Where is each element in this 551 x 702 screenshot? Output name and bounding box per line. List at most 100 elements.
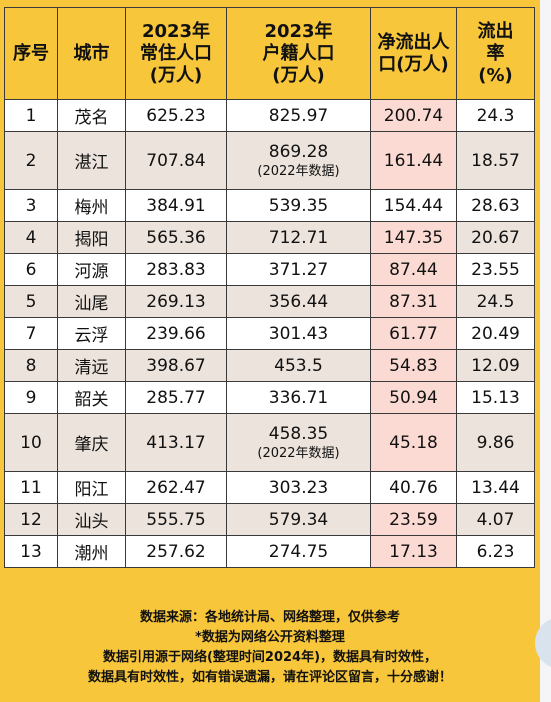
cell-hukou-pop: 303.23 bbox=[226, 471, 371, 504]
cell-seq: 12 bbox=[4, 503, 58, 536]
cell-out-rate: 24.5 bbox=[456, 285, 535, 318]
cell-city: 阳江 bbox=[57, 471, 126, 504]
footer-note: *数据为网络公开资料整理 bbox=[195, 630, 345, 645]
cell-seq: 8 bbox=[4, 349, 58, 382]
cell-city: 汕尾 bbox=[57, 285, 126, 318]
footer-citation: 数据引用源于网络(整理时间2024年)，数据具有时效性， bbox=[102, 650, 438, 665]
cell-net-out: 61.77 bbox=[370, 317, 457, 350]
cell-seq: 7 bbox=[4, 317, 58, 350]
population-table: 序号 城市 2023年常住人口(万人) 2023年户籍人口(万人) 净流出人口(… bbox=[4, 7, 535, 568]
cell-net-out: 17.13 bbox=[370, 535, 457, 568]
cell-seq: 11 bbox=[4, 471, 58, 504]
cell-perm-pop: 398.67 bbox=[125, 349, 227, 382]
cell-out-rate: 20.67 bbox=[456, 221, 535, 254]
cell-city: 揭阳 bbox=[57, 221, 126, 254]
cell-hukou-pop: 453.5 bbox=[226, 349, 371, 382]
cell-perm-pop: 555.75 bbox=[125, 503, 227, 536]
table-row: 5 汕尾 269.13 356.44 87.31 24.5 bbox=[4, 285, 535, 318]
cell-out-rate: 24.3 bbox=[456, 99, 535, 132]
header-out-rate: 流出率(%) bbox=[456, 7, 535, 100]
cell-seq: 9 bbox=[4, 381, 58, 414]
cell-perm-pop: 269.13 bbox=[125, 285, 227, 318]
table-row: 4 揭阳 565.36 712.71 147.35 20.67 bbox=[4, 221, 535, 254]
cell-out-rate: 18.57 bbox=[456, 131, 535, 190]
header-seq: 序号 bbox=[4, 7, 58, 100]
cell-city: 茂名 bbox=[57, 99, 126, 132]
footer-notes: 数据来源：各地统计局、网络整理，仅供参考 *数据为网络公开资料整理 数据引用源于… bbox=[8, 608, 532, 688]
cell-seq: 13 bbox=[4, 535, 58, 568]
cell-seq: 6 bbox=[4, 253, 58, 286]
table-row: 2 湛江 707.84 869.28 (2022年数据) 161.44 18.57 bbox=[4, 131, 535, 190]
cell-seq: 3 bbox=[4, 189, 58, 222]
cell-out-rate: 9.86 bbox=[456, 413, 535, 472]
table-body: 1 茂名 625.23 825.97 200.74 24.3 2 湛江 707.84 869.28… bbox=[4, 99, 535, 568]
cell-out-rate: 15.13 bbox=[456, 381, 535, 414]
cell-hukou-pop: 458.35 (2022年数据) bbox=[226, 413, 371, 472]
table-row: 7 云浮 239.66 301.43 61.77 20.49 bbox=[4, 317, 535, 350]
cell-net-out: 147.35 bbox=[370, 221, 457, 254]
cell-hukou-pop: 371.27 bbox=[226, 253, 371, 286]
cell-city: 河源 bbox=[57, 253, 126, 286]
cell-hukou-pop: 869.28 (2022年数据) bbox=[226, 131, 371, 190]
cell-hukou-note: (2022年数据) bbox=[257, 163, 340, 179]
cell-out-rate: 28.63 bbox=[456, 189, 535, 222]
table-row: 6 河源 283.83 371.27 87.44 23.55 bbox=[4, 253, 535, 286]
cell-out-rate: 23.55 bbox=[456, 253, 535, 286]
cell-net-out: 50.94 bbox=[370, 381, 457, 414]
cell-net-out: 40.76 bbox=[370, 471, 457, 504]
cell-perm-pop: 262.47 bbox=[125, 471, 227, 504]
cell-city: 韶关 bbox=[57, 381, 126, 414]
table-row: 13 潮州 257.62 274.75 17.13 6.23 bbox=[4, 535, 535, 568]
cell-out-rate: 4.07 bbox=[456, 503, 535, 536]
cell-hukou-pop: 274.75 bbox=[226, 535, 371, 568]
cell-hukou-pop: 579.34 bbox=[226, 503, 371, 536]
cell-seq: 4 bbox=[4, 221, 58, 254]
cell-net-out: 45.18 bbox=[370, 413, 457, 472]
cell-hukou-pop: 336.71 bbox=[226, 381, 371, 414]
table-row: 10 肇庆 413.17 458.35 (2022年数据) 45.18 9.86 bbox=[4, 413, 535, 472]
cell-seq: 10 bbox=[4, 413, 58, 472]
cell-hukou-note: (2022年数据) bbox=[257, 445, 340, 461]
cell-hukou-pop: 301.43 bbox=[226, 317, 371, 350]
footer-source: 数据来源：各地统计局、网络整理，仅供参考 bbox=[139, 610, 400, 625]
cell-city: 潮州 bbox=[57, 535, 126, 568]
cell-perm-pop: 707.84 bbox=[125, 131, 227, 190]
header-hukou-pop: 2023年户籍人口(万人) bbox=[226, 7, 371, 100]
table-row: 3 梅州 384.91 539.35 154.44 28.63 bbox=[4, 189, 535, 222]
table-row: 8 清远 398.67 453.5 54.83 12.09 bbox=[4, 349, 535, 382]
footer-disclaimer: 数据具有时效性，如有错误遗漏，请在评论区留言，十分感谢！ bbox=[87, 670, 452, 685]
cell-city: 汕头 bbox=[57, 503, 126, 536]
table-row: 12 汕头 555.75 579.34 23.59 4.07 bbox=[4, 503, 535, 536]
cell-hukou-pop: 539.35 bbox=[226, 189, 371, 222]
cell-seq: 2 bbox=[4, 131, 58, 190]
header-city: 城市 bbox=[57, 7, 126, 100]
cell-out-rate: 13.44 bbox=[456, 471, 535, 504]
cell-seq: 1 bbox=[4, 99, 58, 132]
table-row: 1 茂名 625.23 825.97 200.74 24.3 bbox=[4, 99, 535, 132]
cell-net-out: 87.31 bbox=[370, 285, 457, 318]
cell-out-rate: 12.09 bbox=[456, 349, 535, 382]
cell-perm-pop: 239.66 bbox=[125, 317, 227, 350]
header-net-out: 净流出人口(万人) bbox=[370, 7, 457, 100]
cell-hukou-pop: 712.71 bbox=[226, 221, 371, 254]
floating-side-button[interactable] bbox=[535, 617, 551, 669]
cell-out-rate: 6.23 bbox=[456, 535, 535, 568]
cell-hukou-pop: 356.44 bbox=[226, 285, 371, 318]
cell-perm-pop: 283.83 bbox=[125, 253, 227, 286]
cell-seq: 5 bbox=[4, 285, 58, 318]
table-row: 11 阳江 262.47 303.23 40.76 13.44 bbox=[4, 471, 535, 504]
cell-city: 湛江 bbox=[57, 131, 126, 190]
cell-perm-pop: 565.36 bbox=[125, 221, 227, 254]
cell-city: 清远 bbox=[57, 349, 126, 382]
cell-perm-pop: 413.17 bbox=[125, 413, 227, 472]
cell-city: 肇庆 bbox=[57, 413, 126, 472]
cell-net-out: 154.44 bbox=[370, 189, 457, 222]
cell-hukou-pop: 825.97 bbox=[226, 99, 371, 132]
cell-perm-pop: 257.62 bbox=[125, 535, 227, 568]
cell-city: 梅州 bbox=[57, 189, 126, 222]
cell-perm-pop: 285.77 bbox=[125, 381, 227, 414]
cell-perm-pop: 384.91 bbox=[125, 189, 227, 222]
cell-out-rate: 20.49 bbox=[456, 317, 535, 350]
cell-net-out: 23.59 bbox=[370, 503, 457, 536]
header-perm-pop: 2023年常住人口(万人) bbox=[125, 7, 227, 100]
